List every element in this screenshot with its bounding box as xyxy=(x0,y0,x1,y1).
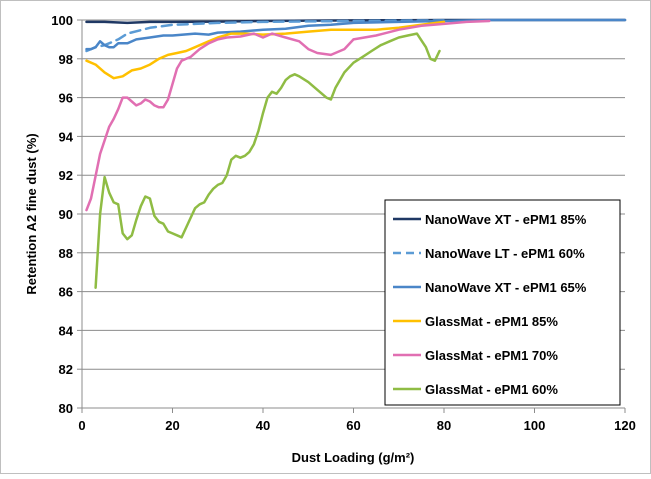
x-tick-label: 60 xyxy=(346,418,360,433)
y-tick-label: 92 xyxy=(59,168,73,183)
x-tick-label: 20 xyxy=(165,418,179,433)
y-tick-label: 88 xyxy=(59,246,73,261)
y-tick-label: 80 xyxy=(59,401,73,416)
legend-label: NanoWave XT - ePM1 65% xyxy=(425,280,587,295)
series-line-glassmat-epm1-60 xyxy=(94,32,441,289)
series-line-nanowave-xt-epm1-65 xyxy=(85,18,627,51)
legend-label: NanoWave XT - ePM1 85% xyxy=(425,212,587,227)
x-axis-label: Dust Loading (g/m²) xyxy=(292,450,415,465)
series-line-glassmat-epm1-70 xyxy=(85,19,491,212)
legend-label: GlassMat - ePM1 85% xyxy=(425,314,558,329)
x-tick-label: 100 xyxy=(524,418,546,433)
x-tick-label: 120 xyxy=(614,418,636,433)
legend-label: GlassMat - ePM1 60% xyxy=(425,382,558,397)
series-line-glassmat-epm1-85 xyxy=(85,20,446,80)
y-tick-label: 100 xyxy=(51,13,73,28)
y-tick-label: 96 xyxy=(59,91,73,106)
legend-label: NanoWave LT - ePM1 60% xyxy=(425,246,585,261)
series-line-nanowave-lt-epm1-60 xyxy=(85,19,446,53)
x-tick-label: 80 xyxy=(437,418,451,433)
legend: NanoWave XT - ePM1 85% NanoWave LT - ePM1… xyxy=(384,199,621,406)
x-tick-label: 0 xyxy=(78,418,85,433)
y-tick-label: 90 xyxy=(59,207,73,222)
y-tick-label: 82 xyxy=(59,362,73,377)
legend-label: GlassMat - ePM1 70% xyxy=(425,348,558,363)
legend-box xyxy=(384,199,621,406)
x-tick-label: 40 xyxy=(256,418,270,433)
y-axis-label: Retention A2 fine dust (%) xyxy=(24,133,39,294)
y-tick-label: 84 xyxy=(59,323,74,338)
y-tick-label: 86 xyxy=(59,285,73,300)
y-tick-label: 94 xyxy=(59,129,74,144)
y-tick-label: 98 xyxy=(59,52,73,67)
plot-series xyxy=(85,18,627,289)
axes: 80 82 84 86 88 90 92 94 96 98 100 0 20 40 60 80 100 120 xyxy=(51,13,636,433)
